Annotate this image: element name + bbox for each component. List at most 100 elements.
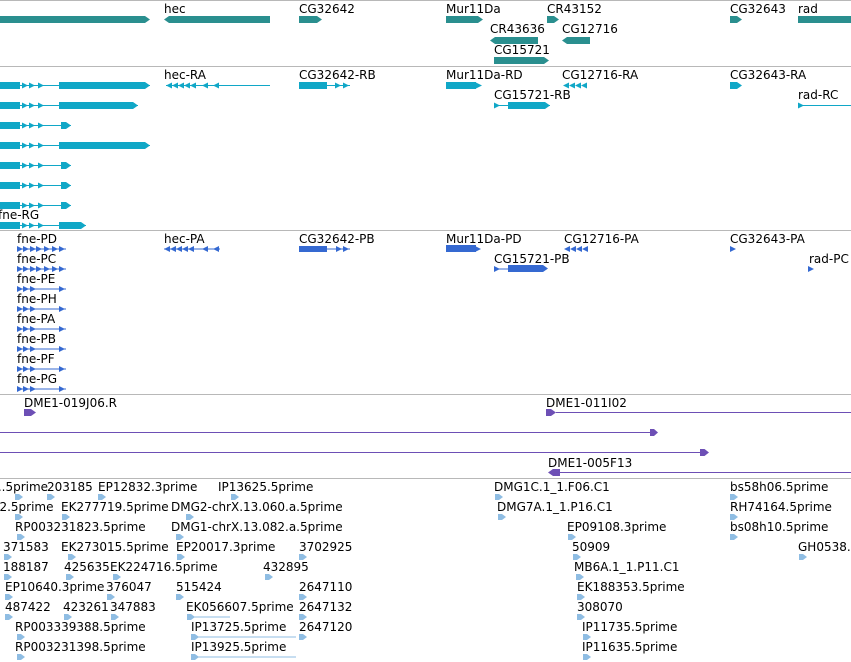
- transcript-exon[interactable]: [0, 122, 20, 129]
- est-glyph[interactable]: [17, 654, 25, 660]
- transcript-label[interactable]: rad-RC: [798, 88, 839, 102]
- gene-glyph[interactable]: [164, 16, 270, 23]
- est-label[interactable]: 188187: [3, 560, 49, 574]
- clone-glyph[interactable]: [24, 409, 36, 416]
- transcript-exon[interactable]: [730, 82, 742, 89]
- transcript-exon[interactable]: [61, 122, 71, 129]
- est-label[interactable]: EK188353.5prime: [577, 580, 685, 594]
- protein-exon[interactable]: [30, 386, 36, 392]
- protein-exon[interactable]: [30, 306, 36, 312]
- est-label[interactable]: EP12832.3prime: [98, 480, 198, 494]
- gene-label[interactable]: CG32642: [299, 2, 355, 16]
- est-glyph[interactable]: [299, 554, 307, 560]
- est-label[interactable]: EK273015.5prime: [61, 540, 169, 554]
- est-glyph[interactable]: [4, 574, 12, 580]
- transcript-exon[interactable]: [29, 222, 35, 229]
- protein-label[interactable]: Mur11Da-PD: [446, 232, 522, 246]
- protein-exon[interactable]: [17, 366, 23, 372]
- est-glyph[interactable]: [186, 514, 194, 520]
- protein-exon[interactable]: [23, 266, 29, 272]
- est-label[interactable]: EK056607.5prime: [186, 600, 294, 614]
- est-label[interactable]: 203185: [47, 480, 93, 494]
- protein-exon[interactable]: [17, 246, 23, 252]
- est-label[interactable]: RP003231398.5prime: [15, 640, 146, 654]
- transcript-exon[interactable]: [0, 222, 20, 229]
- est-label[interactable]: ...5prime: [0, 480, 49, 494]
- est-glyph[interactable]: [299, 614, 307, 620]
- est-glyph[interactable]: [730, 534, 738, 540]
- gene-label[interactable]: CR43152: [547, 2, 602, 16]
- gene-label[interactable]: Mur11Da: [446, 2, 501, 16]
- transcript-exon[interactable]: [29, 182, 35, 189]
- est-glyph[interactable]: [583, 654, 591, 660]
- transcript-exon[interactable]: [184, 82, 190, 89]
- est-glyph[interactable]: [176, 534, 184, 540]
- est-glyph[interactable]: [583, 634, 591, 640]
- est-label[interactable]: 2647120: [299, 620, 353, 634]
- protein-label[interactable]: fne-PC: [17, 252, 57, 266]
- est-glyph[interactable]: [265, 574, 273, 580]
- est-label[interactable]: RP003339388.5prime: [15, 620, 146, 634]
- transcript-label[interactable]: CG32642-RB: [299, 68, 376, 82]
- est-glyph[interactable]: [15, 494, 23, 500]
- est-glyph[interactable]: [730, 514, 738, 520]
- protein-exon[interactable]: [44, 246, 50, 252]
- protein-label[interactable]: fne-PA: [17, 312, 56, 326]
- protein-exon[interactable]: [23, 346, 29, 352]
- protein-exon[interactable]: [182, 246, 188, 252]
- est-label[interactable]: 371583: [3, 540, 49, 554]
- protein-exon[interactable]: [23, 306, 29, 312]
- transcript-exon[interactable]: [61, 182, 71, 189]
- transcript-exon[interactable]: [575, 82, 581, 89]
- est-label[interactable]: 376047: [106, 580, 152, 594]
- protein-exon[interactable]: [23, 366, 29, 372]
- transcript-exon[interactable]: [178, 82, 184, 89]
- est-label[interactable]: 425635: [64, 560, 110, 574]
- protein-exon[interactable]: [17, 286, 23, 292]
- protein-exon[interactable]: [44, 266, 50, 272]
- protein-exon[interactable]: [188, 246, 194, 252]
- protein-exon[interactable]: [59, 366, 65, 372]
- transcript-exon[interactable]: [59, 82, 150, 89]
- transcript-label[interactable]: CG32643-RA: [730, 68, 807, 82]
- protein-exon[interactable]: [23, 286, 29, 292]
- protein-exon[interactable]: [23, 326, 29, 332]
- est-glyph[interactable]: [113, 574, 121, 580]
- est-glyph[interactable]: [177, 554, 185, 560]
- est-label[interactable]: MB6A.1_1.P11.C1: [574, 560, 680, 574]
- transcript-label[interactable]: Mur11Da-RD: [446, 68, 523, 82]
- est-label[interactable]: EK224716.5prime: [110, 560, 218, 574]
- protein-label[interactable]: fne-PB: [17, 332, 57, 346]
- clone-label[interactable]: DME1-005F13: [548, 456, 633, 470]
- transcript-exon[interactable]: [581, 82, 587, 89]
- est-glyph[interactable]: [111, 614, 119, 620]
- transcript-exon[interactable]: [29, 82, 35, 89]
- est-glyph[interactable]: [4, 554, 12, 560]
- protein-exon[interactable]: [336, 246, 342, 252]
- est-glyph[interactable]: [176, 594, 184, 600]
- est-glyph[interactable]: [107, 594, 115, 600]
- protein-label[interactable]: fne-PG: [17, 372, 58, 386]
- est-glyph[interactable]: [62, 514, 70, 520]
- est-label[interactable]: IP13925.5prime: [191, 640, 287, 654]
- gene-label[interactable]: CR43636: [490, 22, 545, 36]
- protein-exon[interactable]: [23, 386, 29, 392]
- est-label[interactable]: EP09108.3prime: [567, 520, 667, 534]
- est-glyph[interactable]: [799, 554, 807, 560]
- transcript-exon[interactable]: [494, 102, 500, 109]
- est-glyph[interactable]: [47, 494, 55, 500]
- protein-exon[interactable]: [30, 346, 36, 352]
- clone-glyph[interactable]: [548, 469, 560, 476]
- transcript-exon[interactable]: [0, 102, 20, 109]
- transcript-exon[interactable]: [563, 82, 569, 89]
- est-glyph[interactable]: [568, 534, 576, 540]
- est-glyph[interactable]: [577, 614, 585, 620]
- protein-exon[interactable]: [59, 346, 65, 352]
- est-glyph[interactable]: [17, 534, 25, 540]
- transcript-exon[interactable]: [59, 102, 138, 109]
- est-label[interactable]: EP10640.3prime: [5, 580, 105, 594]
- est-label[interactable]: RH74164.5prime: [730, 500, 832, 514]
- transcript-exon[interactable]: [0, 82, 20, 89]
- transcript-exon[interactable]: [0, 182, 20, 189]
- gene-glyph[interactable]: [547, 16, 559, 23]
